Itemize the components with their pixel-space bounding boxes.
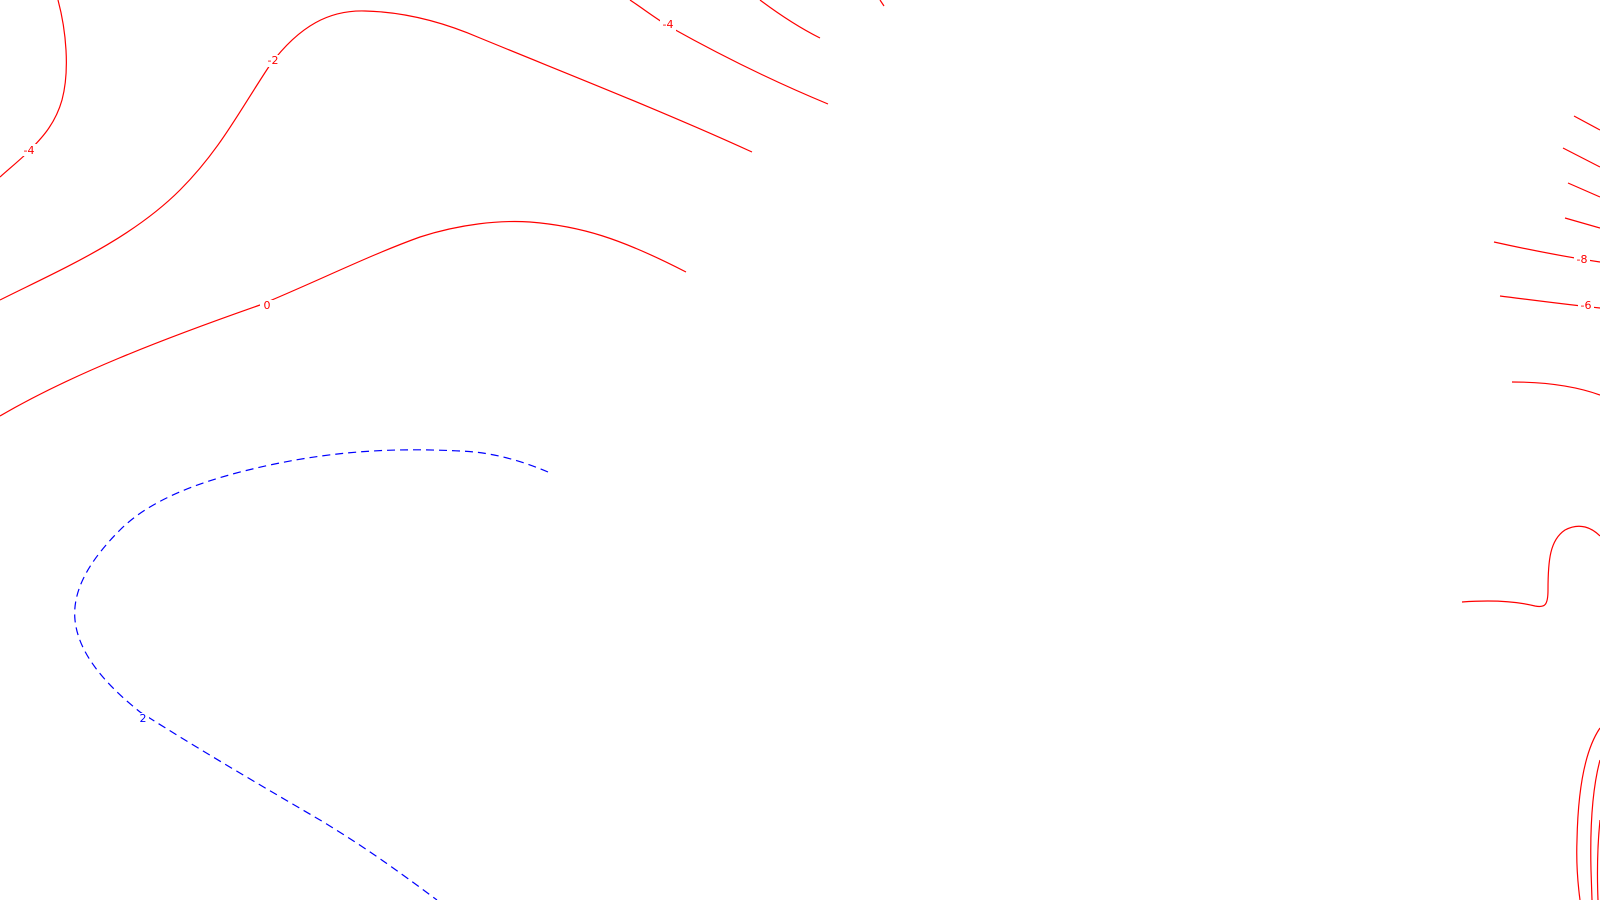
label-mask: [137, 713, 149, 725]
label-minus4-left: -4: [24, 144, 35, 157]
label-zero: 0: [264, 299, 271, 312]
label-minus2: -2: [268, 54, 279, 67]
contour-top-short: [759, 0, 821, 39]
contour-right-2: [1562, 147, 1600, 168]
label-mask: [21, 144, 37, 156]
contour-right-bottom-1: [1576, 727, 1600, 900]
label-minus6: -6: [1581, 299, 1592, 312]
contour-labels: -4 -2 -4 0 2 -8 -6: [21, 18, 1594, 725]
label-mask: [260, 300, 274, 312]
contour-minus2: [0, 10, 753, 301]
label-mask: [1574, 254, 1590, 266]
contour-right-bottom-2: [1590, 759, 1600, 900]
label-minus4-top: -4: [663, 18, 674, 31]
positive-contours: [74, 449, 549, 900]
contour-right-bottom-3: [1596, 819, 1600, 900]
contour-minus4-left: [0, 0, 67, 178]
contour-right-3: [1567, 182, 1600, 198]
contour-right-bump: [1461, 525, 1600, 608]
contour-right-1: [1573, 115, 1600, 131]
label-plus2: 2: [140, 712, 147, 725]
label-mask: [265, 55, 281, 67]
contour-right-5: [1511, 381, 1600, 396]
contour-right-4: [1564, 217, 1600, 229]
label-mask: [660, 19, 676, 31]
contour-top-tick: [879, 0, 885, 7]
contour-plus2: [74, 449, 549, 900]
label-mask: [1578, 300, 1594, 312]
label-minus8: -8: [1577, 253, 1588, 266]
contour-zero: [0, 220, 687, 417]
contour-minus4-top: [629, 0, 829, 105]
